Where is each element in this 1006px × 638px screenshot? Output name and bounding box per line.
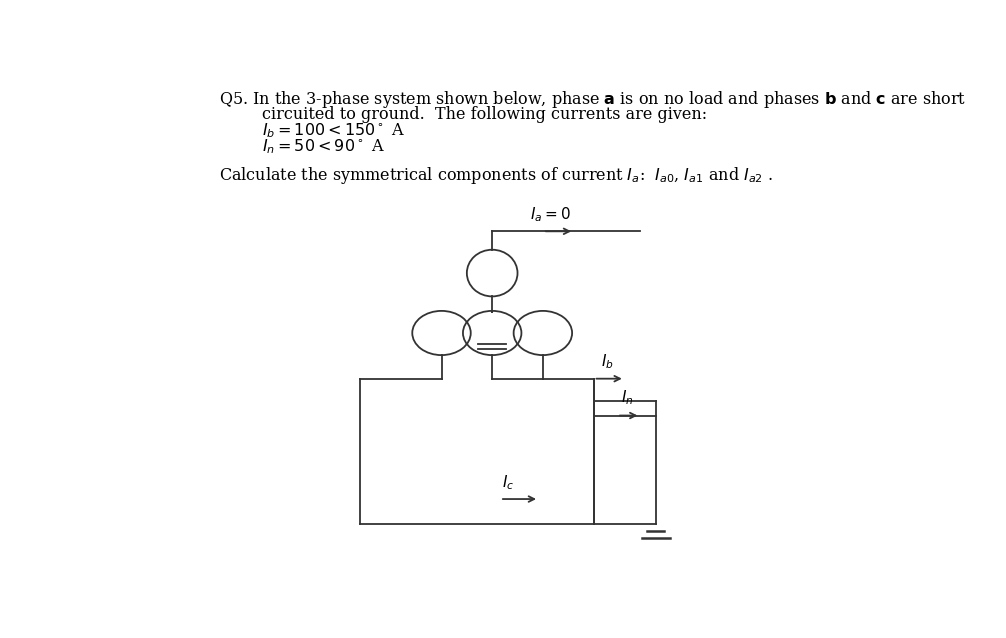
Text: Q5. In the 3-phase system shown below, phase $\mathbf{a}$ is on no load and phas: Q5. In the 3-phase system shown below, p… <box>219 89 967 110</box>
Text: $I_b = 100 < 150^\circ$ A: $I_b = 100 < 150^\circ$ A <box>263 122 405 140</box>
Text: circuited to ground.  The following currents are given:: circuited to ground. The following curre… <box>263 106 707 123</box>
Text: $I_n$: $I_n$ <box>621 388 634 406</box>
Text: $I_a = 0$: $I_a = 0$ <box>530 205 571 224</box>
Text: $I_n = 50 < 90^\circ$ A: $I_n = 50 < 90^\circ$ A <box>263 137 385 156</box>
Text: $I_b$: $I_b$ <box>602 353 614 371</box>
Text: $I_c$: $I_c$ <box>502 473 514 492</box>
Text: Calculate the symmetrical components of current $I_a$:  $I_{a0}$, $I_{a1}$ and $: Calculate the symmetrical components of … <box>219 165 774 186</box>
